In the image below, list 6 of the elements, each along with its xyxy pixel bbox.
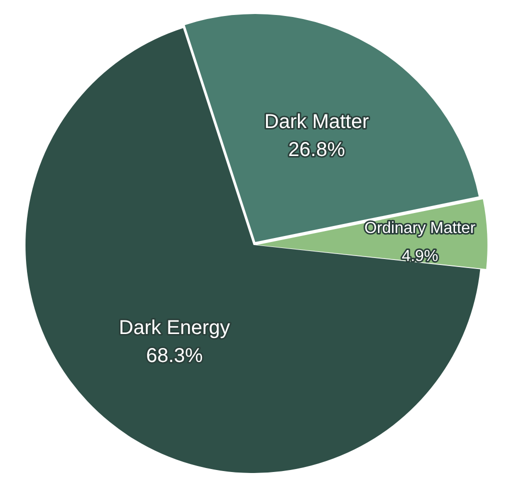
data-label: 26.8% — [288, 139, 346, 162]
data-label: 68.3% — [146, 344, 204, 367]
slice-label: Ordinary Matter — [364, 220, 476, 237]
slice-label: Dark Energy — [118, 316, 230, 339]
data-label: 4.9% — [402, 248, 438, 265]
slice-label: Dark Matter — [264, 111, 370, 134]
